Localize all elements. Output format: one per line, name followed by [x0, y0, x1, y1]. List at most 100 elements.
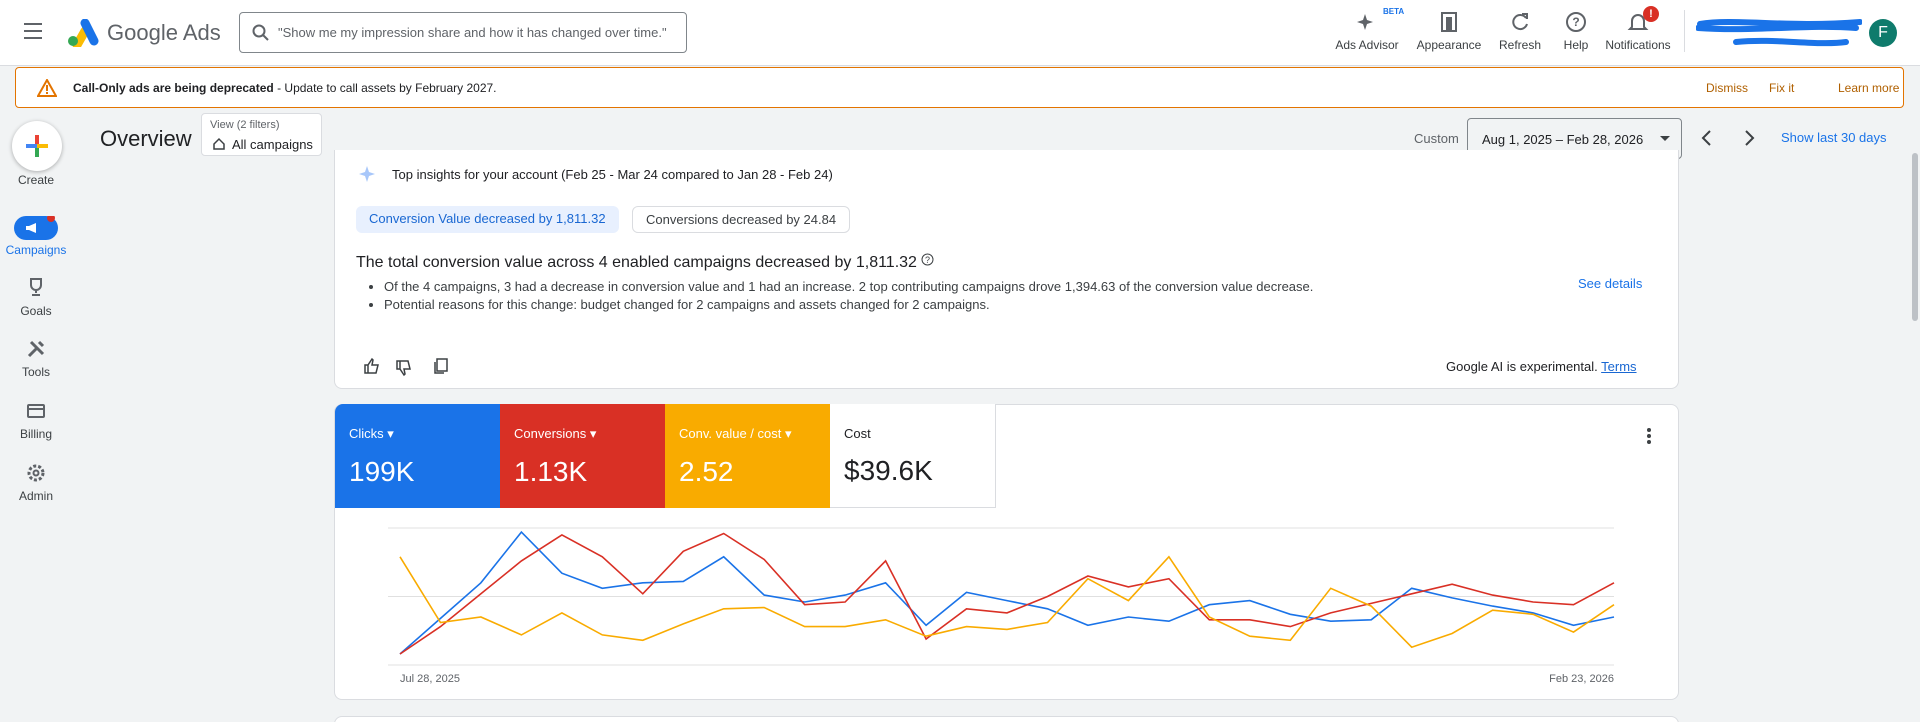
advisor-icon [1357, 14, 1373, 30]
metric-value: 2.52 [679, 456, 734, 487]
notifications[interactable]: Notifications ! [1598, 6, 1678, 52]
logo [68, 19, 99, 47]
home-icon [213, 137, 225, 150]
fix-it[interactable]: Fix it [1769, 81, 1795, 95]
view-value: All campaigns [232, 137, 313, 152]
metric-value: 199K [349, 456, 415, 487]
show-last-30[interactable]: Show last 30 days [1781, 130, 1887, 145]
page-title: Overview [100, 126, 192, 151]
dropdown-arrow [1660, 136, 1670, 141]
warning-icon [37, 79, 57, 97]
disclaimer: Google AI is experimental. [1446, 359, 1598, 374]
search-placeholder: "Show me my impression share and how it … [278, 25, 667, 40]
metric-label: Cost [844, 426, 871, 441]
plus-icon [26, 135, 48, 157]
top-bar: Google Ads "Show me my impression share … [0, 0, 1920, 66]
banner-title: Call-Only ads are being deprecated [73, 81, 274, 95]
appearance[interactable]: Appearance [1409, 10, 1489, 52]
x-tick-label: Jul 28, 2025 [400, 673, 460, 685]
metric-value: 1.13K [514, 456, 588, 487]
view-selector[interactable]: View (2 filters) All campaigns [201, 113, 322, 156]
info-icon: ? [921, 253, 934, 266]
prev-period[interactable] [1699, 129, 1715, 147]
refresh-icon [1512, 13, 1528, 31]
campaigns-pill[interactable] [14, 214, 58, 240]
action-label: Help [1563, 38, 1589, 52]
search-box[interactable]: "Show me my impression share and how it … [239, 12, 687, 53]
nav-create[interactable]: Create [17, 173, 55, 187]
action-label: Appearance [1416, 38, 1482, 52]
nav-billing[interactable]: Billing [19, 427, 52, 441]
nav-goals[interactable]: Goals [20, 304, 52, 318]
series-line [399, 532, 1615, 655]
svg-text:?: ? [925, 255, 930, 265]
help-icon: ? [1566, 12, 1586, 32]
thumbs-up[interactable] [363, 357, 381, 375]
metric-tile-conv-value[interactable]: Conv. value / cost ▾ 2.52 [665, 404, 830, 508]
insight-bullets: Of the 4 campaigns, 3 had a decrease in … [366, 278, 1313, 314]
insights-card [334, 150, 1679, 389]
x-tick-label: Feb 23, 2026 [1549, 673, 1614, 685]
notification-badge: ! [1643, 6, 1659, 22]
metric-label: Conv. value / cost ▾ [679, 426, 792, 441]
metric-value: $39.6K [844, 455, 933, 486]
svg-text:?: ? [1572, 15, 1579, 29]
banner-text: Call-Only ads are being deprecated - Upd… [73, 81, 497, 95]
menu-icon[interactable] [24, 22, 46, 40]
ads-advisor[interactable]: Ads Advisor BETA [1327, 7, 1407, 52]
insight-heading: The total conversion value across 4 enab… [356, 253, 934, 272]
metric-tile-clicks[interactable]: Clicks ▾ 199K [335, 404, 500, 508]
bullet: Of the 4 campaigns, 3 had a decrease in … [384, 278, 1313, 296]
bell-icon [1627, 14, 1649, 30]
scrollbar[interactable] [1912, 153, 1918, 321]
dismiss[interactable]: Dismiss [1706, 81, 1748, 95]
metric-label-text: Conversions [514, 426, 587, 441]
avatar[interactable]: F [1869, 19, 1897, 47]
beta-badge: BETA [1383, 7, 1405, 16]
search-icon [252, 24, 269, 41]
appearance-icon [1441, 12, 1457, 32]
metric-tile-conversions[interactable]: Conversions ▾ 1.13K [500, 404, 665, 508]
billing-icon [27, 404, 45, 418]
learn-more[interactable]: Learn more [1838, 81, 1900, 95]
insight-chip-selected[interactable]: Conversion Value decreased by 1,811.32 [356, 206, 619, 233]
nav-admin[interactable]: Admin [18, 489, 53, 503]
goals-icon [30, 278, 42, 296]
metric-label-text: Conv. value / cost [679, 426, 782, 441]
banner-message: - Update to call assets by February 2027… [273, 81, 497, 95]
view-label: View (2 filters) [210, 119, 280, 131]
series-line [399, 530, 1615, 655]
tools-icon [27, 340, 45, 358]
copy-icon[interactable] [432, 357, 450, 375]
range-type: Custom [1414, 131, 1459, 146]
create-button[interactable] [12, 121, 62, 171]
refresh[interactable]: Refresh [1480, 10, 1560, 52]
date-range: Aug 1, 2025 – Feb 28, 2026 [1482, 132, 1644, 147]
action-label: Refresh [1498, 38, 1542, 52]
action-label: Notifications [1605, 38, 1671, 52]
divider [1684, 10, 1685, 52]
help[interactable]: ? Help [1536, 10, 1616, 52]
insights-title: Top insights for your account (Feb 25 - … [392, 167, 833, 182]
terms-link[interactable]: Terms [1601, 359, 1637, 374]
see-details[interactable]: See details [1578, 276, 1643, 291]
action-label: Ads Advisor [1335, 38, 1399, 52]
sparkle-icon [359, 166, 375, 182]
redacted-account [1696, 19, 1862, 47]
metric-tile-cost[interactable]: Cost $39.6K [830, 404, 996, 508]
bullet: Potential reasons for this change: budge… [384, 296, 1313, 314]
next-period[interactable] [1741, 129, 1757, 147]
campaigns-icon [26, 214, 55, 233]
insight-chip[interactable]: Conversions decreased by 24.84 [632, 206, 851, 233]
heading-text: The total conversion value across 4 enab… [356, 254, 917, 271]
nav-tools[interactable]: Tools [21, 365, 50, 379]
metric-label: Conversions ▾ [514, 426, 597, 441]
nav-campaigns[interactable]: Campaigns [5, 243, 67, 257]
metric-label: Clicks ▾ [349, 426, 394, 441]
more-menu[interactable] [1644, 427, 1654, 445]
thumbs-down[interactable] [395, 359, 413, 377]
product-name: Google Ads [107, 20, 221, 45]
